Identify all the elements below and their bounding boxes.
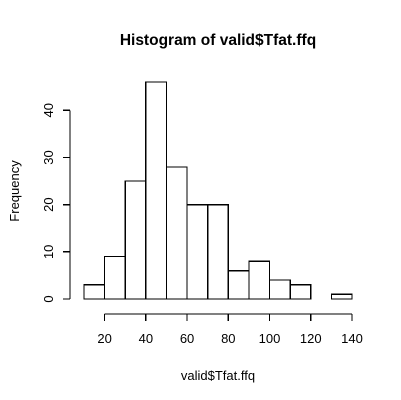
- y-tick-label-30: 30: [41, 150, 56, 164]
- x-tick-label-100: 100: [259, 331, 281, 346]
- bars: [83, 81, 353, 300]
- histogram-bar-10: [289, 284, 312, 300]
- y-tick-label-10: 10: [41, 245, 56, 259]
- x-tick-label-40: 40: [139, 331, 153, 346]
- y-tick-label-0: 0: [41, 295, 56, 302]
- x-tick-label-140: 140: [341, 331, 363, 346]
- histogram-bar-3: [145, 81, 168, 300]
- x-tick-label-60: 60: [180, 331, 194, 346]
- y-axis-label: Frequency: [7, 160, 22, 222]
- y-tick-label-40: 40: [41, 103, 56, 117]
- chart-title: Histogram of valid$Tfat.ffq: [120, 32, 316, 49]
- histogram-bar-7: [227, 270, 250, 300]
- histogram-bar-5: [186, 204, 209, 300]
- histogram-bar-0: [83, 284, 106, 300]
- y-tick-label-20: 20: [41, 197, 56, 211]
- x-axis-label: valid$Tfat.ffq: [181, 368, 255, 383]
- x-tick-label-120: 120: [300, 331, 322, 346]
- y-axis: 0 10 20 30 40: [41, 103, 71, 303]
- histogram-bar-9: [268, 279, 291, 300]
- histogram-bar-12: [330, 293, 353, 300]
- histogram-bar-1: [104, 255, 126, 300]
- histogram-bar-2: [124, 180, 147, 300]
- histogram-bar-4: [165, 166, 188, 300]
- histogram-bar-6: [207, 204, 229, 300]
- x-axis: 20 40 60 80 100 120 140: [97, 313, 363, 346]
- x-tick-label-80: 80: [221, 331, 235, 346]
- x-tick-label-20: 20: [97, 331, 111, 346]
- histogram-bar-8: [248, 260, 271, 300]
